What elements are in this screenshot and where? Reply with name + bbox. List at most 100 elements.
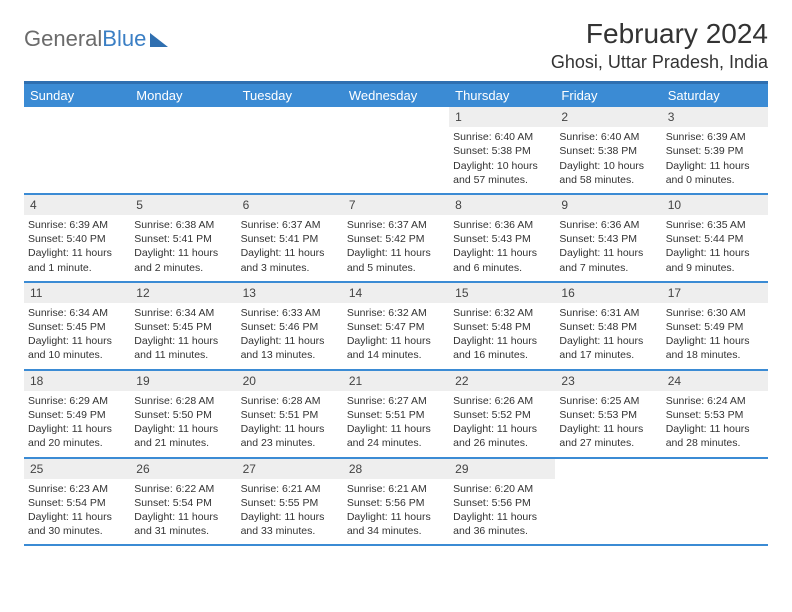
sunrise-line: Sunrise: 6:29 AM bbox=[28, 394, 126, 408]
week-row: 4 Sunrise: 6:39 AMSunset: 5:40 PM Daylight… bbox=[24, 195, 768, 283]
day-number: 26 bbox=[130, 459, 236, 479]
day-cell: 21Sunrise: 6:27 AMSunset: 5:51 PMDayligh… bbox=[343, 371, 449, 457]
day-header-cell: Friday bbox=[555, 84, 661, 107]
day-cell: 2Sunrise: 6:40 AMSunset: 5:38 PMDaylight… bbox=[555, 107, 661, 193]
sunrise-line: Sunrise: 6:24 AM bbox=[666, 394, 764, 408]
sunrise-line: Sunrise: 6:30 AM bbox=[666, 306, 764, 320]
day-number: 25 bbox=[24, 459, 130, 479]
logo: GeneralBlue bbox=[24, 18, 168, 52]
day-cell: 23Sunrise: 6:25 AMSunset: 5:53 PMDayligh… bbox=[555, 371, 661, 457]
day-cell: 17Sunrise: 6:30 AMSunset: 5:49 PMDayligh… bbox=[662, 283, 768, 369]
daylight-line: Daylight: 11 hours and 16 minutes. bbox=[453, 334, 551, 362]
sunrise-line: Sunrise: 6:22 AM bbox=[134, 482, 232, 496]
day-number: 8 bbox=[449, 195, 555, 215]
sunset-line: Sunset: 5:39 PM bbox=[666, 144, 764, 158]
day-header-cell: Saturday bbox=[662, 84, 768, 107]
day-cell: 13Sunrise: 6:33 AMSunset: 5:46 PMDayligh… bbox=[237, 283, 343, 369]
daylight-line: Daylight: 11 hours and 21 minutes. bbox=[134, 422, 232, 450]
sunset-line: Sunset: 5:43 PM bbox=[559, 232, 657, 246]
day-number: 10 bbox=[662, 195, 768, 215]
week-row: 11Sunrise: 6:34 AMSunset: 5:45 PMDayligh… bbox=[24, 283, 768, 371]
empty-cell bbox=[24, 107, 130, 193]
week-row: 18Sunrise: 6:29 AMSunset: 5:49 PMDayligh… bbox=[24, 371, 768, 459]
sunrise-line: Sunrise: 6:33 AM bbox=[241, 306, 339, 320]
sunrise-line: Sunrise: 6:36 AM bbox=[559, 218, 657, 232]
day-cell: 15Sunrise: 6:32 AMSunset: 5:48 PMDayligh… bbox=[449, 283, 555, 369]
sunset-line: Sunset: 5:50 PM bbox=[134, 408, 232, 422]
location: Ghosi, Uttar Pradesh, India bbox=[551, 52, 768, 73]
daylight-line: Daylight: 11 hours and 13 minutes. bbox=[241, 334, 339, 362]
day-number: 24 bbox=[662, 371, 768, 391]
sunrise-line: Sunrise: 6:34 AM bbox=[134, 306, 232, 320]
day-cell: 3Sunrise: 6:39 AMSunset: 5:39 PMDaylight… bbox=[662, 107, 768, 193]
sunrise-line: Sunrise: 6:28 AM bbox=[134, 394, 232, 408]
sunrise-line: Sunrise: 6:40 AM bbox=[453, 130, 551, 144]
daylight-line: Daylight: 11 hours and 11 minutes. bbox=[134, 334, 232, 362]
sunrise-line: Sunrise: 6:39 AM bbox=[28, 218, 126, 232]
daylight-line: Daylight: 11 hours and 2 minutes. bbox=[134, 246, 232, 274]
day-number: 4 bbox=[24, 195, 130, 215]
empty-daynum bbox=[662, 459, 768, 479]
day-number: 20 bbox=[237, 371, 343, 391]
day-number: 1 bbox=[449, 107, 555, 127]
sunset-line: Sunset: 5:55 PM bbox=[241, 496, 339, 510]
logo-triangle-icon bbox=[150, 33, 168, 47]
sunset-line: Sunset: 5:45 PM bbox=[28, 320, 126, 334]
sunset-line: Sunset: 5:49 PM bbox=[666, 320, 764, 334]
day-number: 2 bbox=[555, 107, 661, 127]
week-row: 25Sunrise: 6:23 AMSunset: 5:54 PMDayligh… bbox=[24, 459, 768, 547]
empty-daynum bbox=[343, 107, 449, 127]
day-cell: 6Sunrise: 6:37 AMSunset: 5:41 PMDaylight… bbox=[237, 195, 343, 281]
day-number: 28 bbox=[343, 459, 449, 479]
sunset-line: Sunset: 5:41 PM bbox=[134, 232, 232, 246]
sunset-line: Sunset: 5:40 PM bbox=[28, 232, 126, 246]
empty-daynum bbox=[237, 107, 343, 127]
empty-cell bbox=[343, 107, 449, 193]
day-number: 19 bbox=[130, 371, 236, 391]
day-number: 3 bbox=[662, 107, 768, 127]
day-number: 17 bbox=[662, 283, 768, 303]
day-cell: 7Sunrise: 6:37 AMSunset: 5:42 PMDaylight… bbox=[343, 195, 449, 281]
day-cell: 4Sunrise: 6:39 AMSunset: 5:40 PMDaylight… bbox=[24, 195, 130, 281]
sunrise-line: Sunrise: 6:32 AM bbox=[453, 306, 551, 320]
sunset-line: Sunset: 5:51 PM bbox=[241, 408, 339, 422]
day-number: 11 bbox=[24, 283, 130, 303]
sunset-line: Sunset: 5:45 PM bbox=[134, 320, 232, 334]
day-cell: 12Sunrise: 6:34 AMSunset: 5:45 PMDayligh… bbox=[130, 283, 236, 369]
sunrise-line: Sunrise: 6:36 AM bbox=[453, 218, 551, 232]
daylight-line: Daylight: 11 hours and 20 minutes. bbox=[28, 422, 126, 450]
day-cell: 5Sunrise: 6:38 AMSunset: 5:41 PMDaylight… bbox=[130, 195, 236, 281]
day-cell: 16Sunrise: 6:31 AMSunset: 5:48 PMDayligh… bbox=[555, 283, 661, 369]
week-row: 1Sunrise: 6:40 AMSunset: 5:38 PMDaylight… bbox=[24, 107, 768, 195]
daylight-line: Daylight: 11 hours and 30 minutes. bbox=[28, 510, 126, 538]
sunset-line: Sunset: 5:42 PM bbox=[347, 232, 445, 246]
sunset-line: Sunset: 5:52 PM bbox=[453, 408, 551, 422]
empty-cell bbox=[130, 107, 236, 193]
daylight-line: Daylight: 11 hours and 7 minutes. bbox=[559, 246, 657, 274]
logo-text: GeneralBlue bbox=[24, 26, 146, 52]
day-cell: 24Sunrise: 6:24 AMSunset: 5:53 PMDayligh… bbox=[662, 371, 768, 457]
empty-cell bbox=[237, 107, 343, 193]
daylight-line: Daylight: 11 hours and 34 minutes. bbox=[347, 510, 445, 538]
sunset-line: Sunset: 5:54 PM bbox=[134, 496, 232, 510]
sunrise-line: Sunrise: 6:27 AM bbox=[347, 394, 445, 408]
day-cell: 20Sunrise: 6:28 AMSunset: 5:51 PMDayligh… bbox=[237, 371, 343, 457]
sunrise-line: Sunrise: 6:28 AM bbox=[241, 394, 339, 408]
day-cell: 14Sunrise: 6:32 AMSunset: 5:47 PMDayligh… bbox=[343, 283, 449, 369]
daylight-line: Daylight: 11 hours and 27 minutes. bbox=[559, 422, 657, 450]
daylight-line: Daylight: 11 hours and 36 minutes. bbox=[453, 510, 551, 538]
day-number: 23 bbox=[555, 371, 661, 391]
day-cell: 8Sunrise: 6:36 AMSunset: 5:43 PMDaylight… bbox=[449, 195, 555, 281]
sunrise-line: Sunrise: 6:39 AM bbox=[666, 130, 764, 144]
sunset-line: Sunset: 5:56 PM bbox=[453, 496, 551, 510]
sunrise-line: Sunrise: 6:32 AM bbox=[347, 306, 445, 320]
sunset-line: Sunset: 5:56 PM bbox=[347, 496, 445, 510]
day-cell: 10Sunrise: 6:35 AMSunset: 5:44 PMDayligh… bbox=[662, 195, 768, 281]
daylight-line: Daylight: 11 hours and 33 minutes. bbox=[241, 510, 339, 538]
day-cell: 9Sunrise: 6:36 AMSunset: 5:43 PMDaylight… bbox=[555, 195, 661, 281]
day-number: 27 bbox=[237, 459, 343, 479]
sunset-line: Sunset: 5:49 PM bbox=[28, 408, 126, 422]
day-cell: 18Sunrise: 6:29 AMSunset: 5:49 PMDayligh… bbox=[24, 371, 130, 457]
daylight-line: Daylight: 10 hours and 58 minutes. bbox=[559, 159, 657, 187]
sunset-line: Sunset: 5:48 PM bbox=[453, 320, 551, 334]
